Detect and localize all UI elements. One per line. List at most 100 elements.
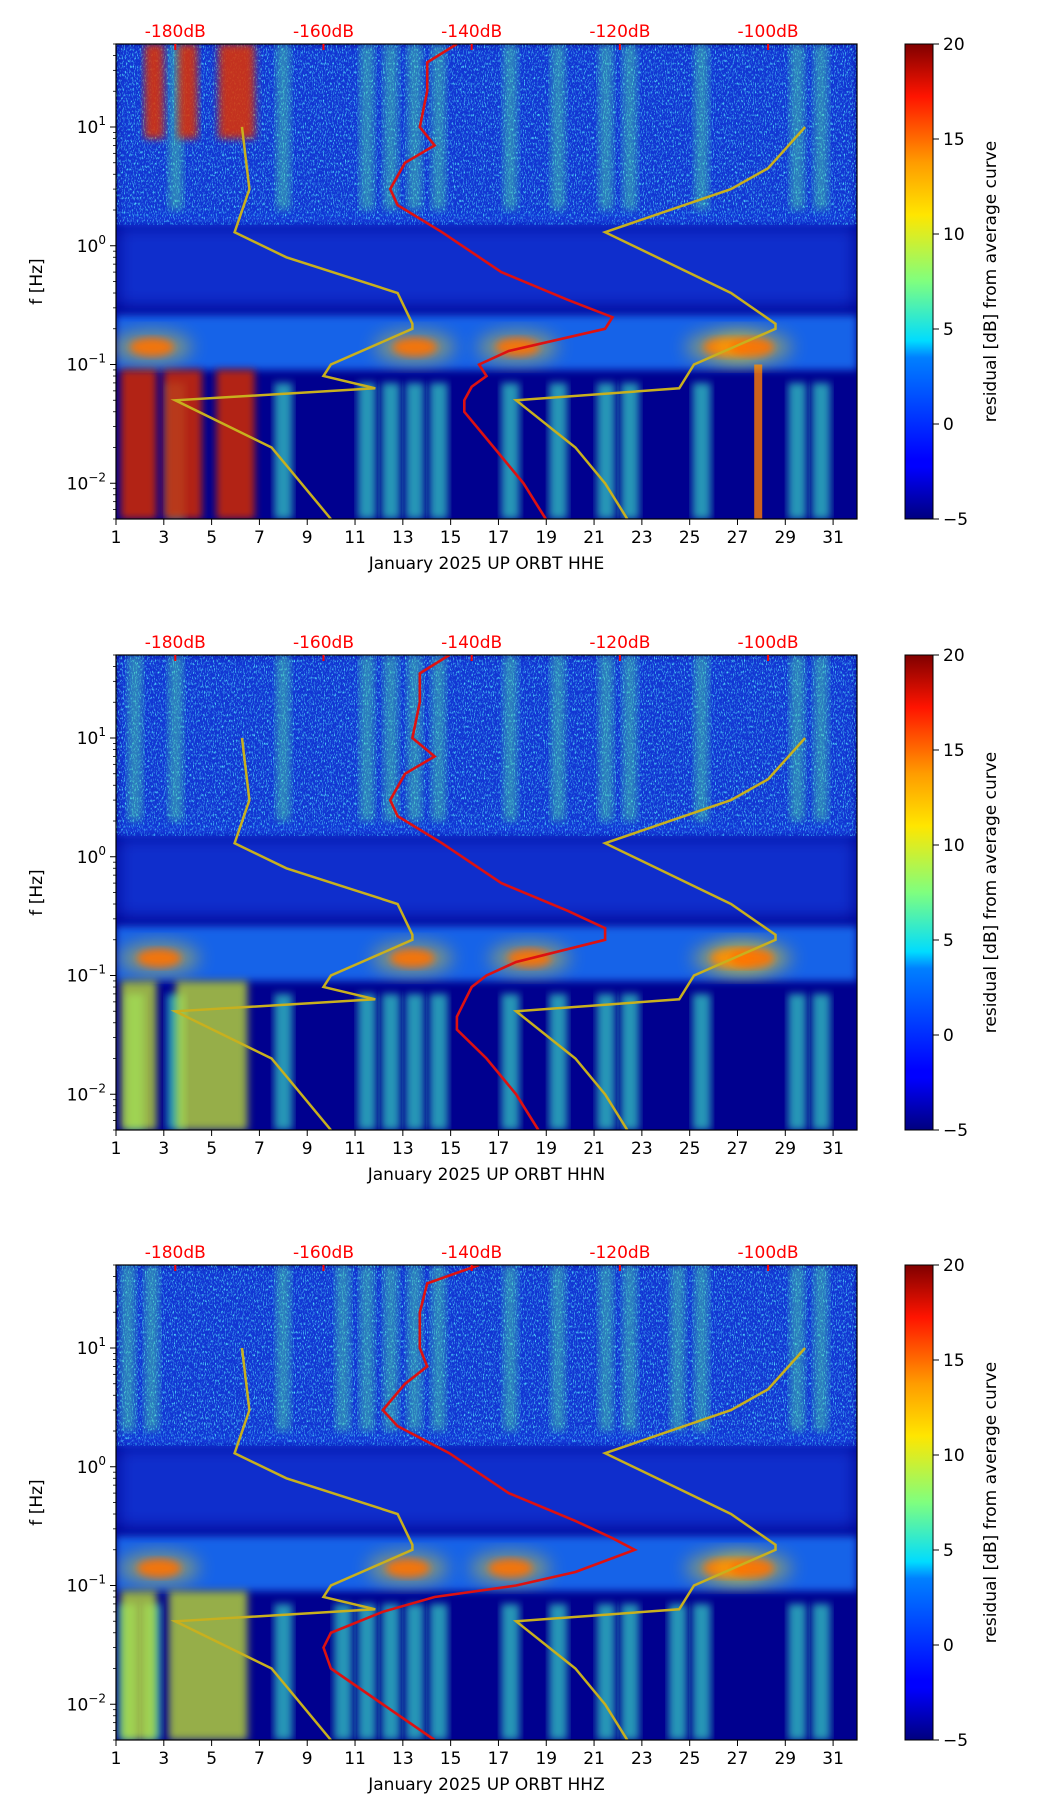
heatmap-event-column-high — [814, 1265, 829, 1432]
x-tick-label: 21 — [583, 528, 605, 548]
top-db-tick-label: -140dB — [441, 22, 502, 42]
nlnm-curve — [170, 126, 414, 519]
heatmap-event-column-high — [276, 655, 291, 822]
x-tick-label: 11 — [344, 528, 366, 548]
heatmap-event-column-high — [790, 655, 805, 822]
colorbar-gradient — [904, 43, 934, 520]
colorbar-tick-label: 10 — [943, 836, 965, 856]
nhnm-curve — [512, 1347, 807, 1740]
average-curve — [388, 44, 615, 519]
y-tick-label: 10−1 — [67, 1573, 106, 1597]
heatmap-event-column — [334, 1603, 353, 1740]
x-tick-label: 9 — [302, 1749, 313, 1769]
y-tick-label-exponent: −1 — [88, 1573, 106, 1587]
heatmap-microseism-halo — [116, 331, 192, 364]
heatmap-microseism-halo — [367, 1552, 448, 1585]
x-tick-label: 17 — [488, 1749, 510, 1769]
y-tick-label-base: 10 — [67, 1695, 89, 1715]
heatmap-event-column — [549, 382, 568, 519]
heatmap-microseism-halo — [374, 331, 455, 364]
top-db-tick-label: -180dB — [145, 22, 206, 42]
x-tick-label: 7 — [254, 528, 265, 548]
colorbar-tick-label: 0 — [943, 1026, 954, 1046]
x-tick-label: 5 — [206, 1749, 217, 1769]
heatmap-event-column-high — [383, 655, 398, 822]
heatmap-low-frequency-event — [175, 980, 248, 1130]
x-tick-label: 29 — [774, 1139, 796, 1159]
y-tick-label: 10−1 — [67, 963, 106, 987]
heatmap-low-frequency-event — [120, 369, 157, 519]
heatmap-event-column — [357, 993, 376, 1130]
heatmap-event-column-high — [359, 44, 374, 211]
heatmap-event-column — [357, 382, 376, 519]
heatmap-event-column-high — [694, 1265, 709, 1432]
heatmap-event-column-high — [359, 1265, 374, 1432]
x-tick-label: 13 — [392, 528, 414, 548]
heatmap-high-frequency-event — [218, 44, 255, 139]
x-tick-label: 7 — [254, 1139, 265, 1159]
x-tick-label: 25 — [679, 1139, 701, 1159]
x-tick-label: 3 — [158, 528, 169, 548]
y-tick-label-exponent: 1 — [98, 1335, 106, 1349]
y-tick-label-base: 10 — [67, 1085, 89, 1105]
x-tick-label: 9 — [302, 528, 313, 548]
heatmap-low-frequency-event — [120, 1590, 157, 1740]
heatmap-event-column-high — [503, 655, 518, 822]
y-tick-label-base: 10 — [77, 848, 99, 868]
heatmap-event-column — [405, 1603, 424, 1740]
x-tick-label: 25 — [679, 1749, 701, 1769]
plot-area — [116, 1265, 857, 1740]
y-tick-label: 10−2 — [67, 1081, 106, 1105]
heatmap-microseism-halo — [119, 942, 200, 975]
x-tick-label: 3 — [158, 1749, 169, 1769]
heatmap-event-column — [692, 1603, 711, 1740]
heatmap-microseism-halo — [711, 1552, 792, 1585]
x-tick-label: 23 — [631, 1749, 653, 1769]
x-tick-label: 31 — [822, 1139, 844, 1159]
y-tick-label-base: 10 — [77, 1458, 99, 1478]
nhnm-curve — [512, 126, 807, 519]
y-axis-label: f [Hz] — [27, 1479, 47, 1525]
heatmap-event-column-high — [694, 44, 709, 211]
x-tick-label: 11 — [344, 1749, 366, 1769]
heatmap-event-column — [501, 993, 520, 1130]
top-db-tick-label: -120dB — [589, 633, 650, 653]
heatmap-event-column-high — [407, 44, 422, 211]
x-tick-label: 31 — [822, 1749, 844, 1769]
x-tick-label: 23 — [631, 528, 653, 548]
heatmap-event-column — [405, 993, 424, 1130]
heatmap-event-column-high — [670, 1265, 685, 1432]
heatmap-event-column-high — [622, 655, 637, 822]
colorbar-tick-label: 20 — [943, 1256, 965, 1276]
heatmap-event-column — [812, 993, 831, 1130]
x-tick-label: 1 — [111, 1749, 122, 1769]
heatmap-event-column — [620, 1603, 639, 1740]
y-tick-label: 10−2 — [67, 1691, 106, 1715]
nlnm-curve — [170, 1347, 414, 1740]
y-tick-label-base: 10 — [67, 967, 89, 987]
top-db-tick-label: -180dB — [145, 633, 206, 653]
x-tick-label: 29 — [774, 528, 796, 548]
heatmap-event-column — [692, 382, 711, 519]
heatmap-event-column-high — [359, 655, 374, 822]
colorbar-tick-label: 20 — [943, 646, 965, 666]
colorbar-tick-label: 5 — [943, 931, 954, 951]
y-tick-label-exponent: −1 — [88, 963, 106, 977]
heatmap-event-column-high — [551, 655, 566, 822]
y-tick-label: 101 — [77, 1335, 106, 1359]
colorbar-tick-label: −5 — [943, 1121, 968, 1141]
x-tick-label: 21 — [583, 1749, 605, 1769]
heatmap-event-column-high — [622, 44, 637, 211]
y-axis-label: f [Hz] — [27, 258, 47, 304]
top-db-tick-label: -100dB — [738, 22, 799, 42]
y-tick-label: 100 — [77, 1454, 106, 1478]
colorbar-tick-label: 20 — [943, 35, 965, 55]
x-tick-label: 31 — [822, 528, 844, 548]
x-tick-label: 15 — [440, 1139, 462, 1159]
colorbar-label: residual [dB] from average curve — [981, 752, 1001, 1033]
heatmap-microseism-halo — [119, 1552, 200, 1585]
heatmap-band-mid-frequency — [116, 224, 857, 308]
y-tick-label: 101 — [77, 114, 106, 138]
